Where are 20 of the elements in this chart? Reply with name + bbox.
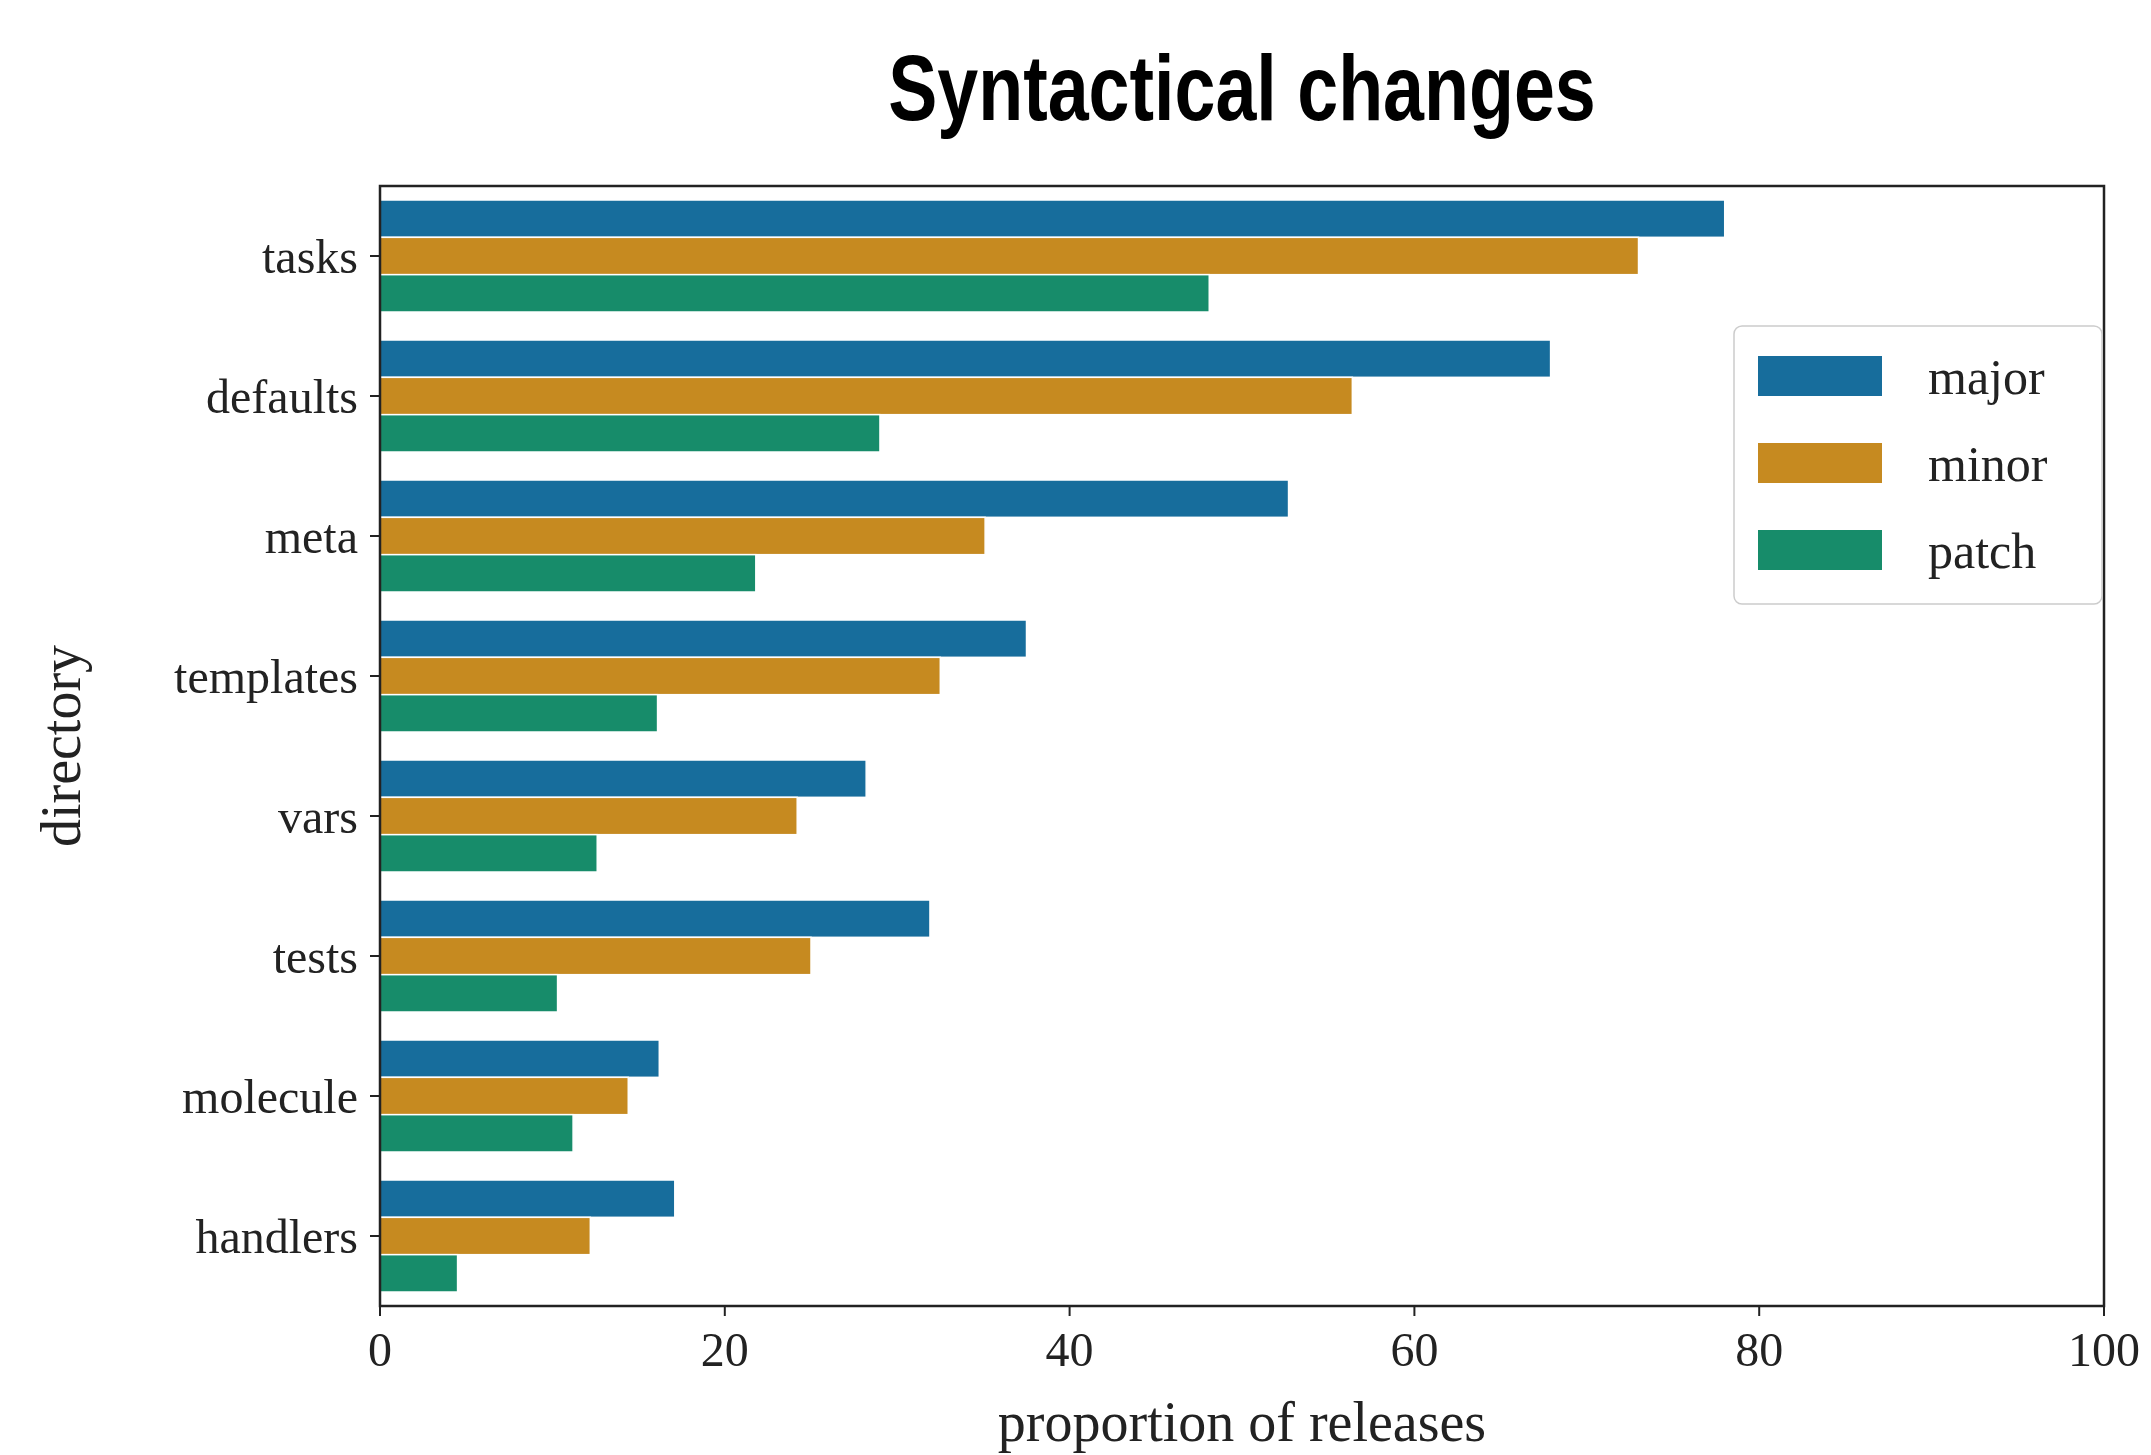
y-tick-label: vars xyxy=(278,789,358,843)
legend-label: major xyxy=(1928,348,2045,405)
y-tick-label: tasks xyxy=(262,229,358,283)
y-tick-label: tests xyxy=(272,929,358,983)
x-tick-label: 0 xyxy=(368,1323,392,1376)
x-tick-label: 100 xyxy=(2068,1323,2140,1376)
y-tick-label: molecule xyxy=(182,1069,358,1123)
x-axis-title: proportion of releases xyxy=(997,1391,1487,1453)
x-tick-label: 20 xyxy=(700,1323,749,1376)
x-tick-label: 60 xyxy=(1390,1323,1439,1376)
chart-title: Syntactical changes xyxy=(888,37,1596,140)
y-tick-label: handlers xyxy=(195,1209,358,1263)
legend-label: minor xyxy=(1928,435,2048,492)
y-tick-label: templates xyxy=(174,649,358,703)
y-axis-title: directory xyxy=(30,644,92,848)
y-tick-label: defaults xyxy=(206,369,358,423)
y-tick-label: meta xyxy=(264,509,358,563)
x-tick-label: 80 xyxy=(1735,1323,1784,1376)
legend-label: patch xyxy=(1928,522,2037,579)
x-tick-label: 40 xyxy=(1045,1323,1094,1376)
